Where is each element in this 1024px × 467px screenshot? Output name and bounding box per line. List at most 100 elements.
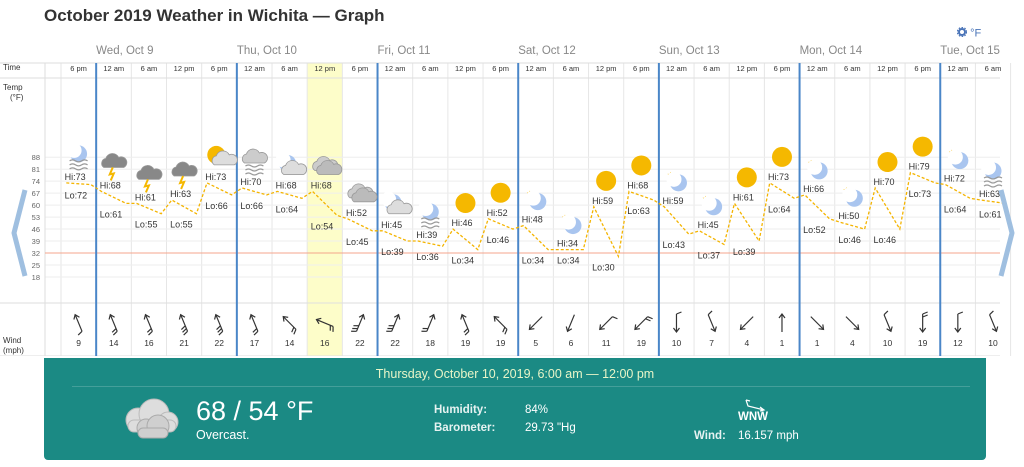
low-temp-label: Lo:34 <box>522 256 545 266</box>
low-temp-label: Lo:64 <box>944 204 967 214</box>
time-label: 6 pm <box>774 64 791 73</box>
lightning-shape <box>143 179 151 193</box>
time-label: 6 pm <box>914 64 931 73</box>
arrow-head <box>919 327 927 333</box>
time-label: 6 am <box>844 64 861 73</box>
arrow-head <box>739 324 746 331</box>
arrow-head <box>954 327 962 333</box>
arrow-barb <box>647 316 653 320</box>
low-temp-label: Lo:39 <box>381 247 404 257</box>
arrow-head <box>818 324 825 331</box>
arrow-head <box>710 326 717 333</box>
low-temp-label: Lo:55 <box>170 220 193 230</box>
arrow-head <box>493 315 500 322</box>
wind-arrow-icon <box>143 313 153 336</box>
wind-arrow-icon <box>282 315 297 335</box>
arrow-barb <box>464 330 470 336</box>
arrow-head <box>528 324 535 331</box>
wind-wave <box>245 172 264 176</box>
time-label: 6 pm <box>352 64 369 73</box>
moon-clear-icon <box>701 195 723 216</box>
day-label: Fri, Oct 11 <box>378 45 431 57</box>
moon-cutout <box>947 149 963 165</box>
wind-arrow-icon <box>883 310 893 333</box>
high-temp-label: Hi:73 <box>205 172 226 182</box>
arrow-head <box>108 313 115 320</box>
arrow-barb <box>421 330 427 332</box>
wind-speed-label: 9 <box>76 338 81 348</box>
wind-speed-label: 16 <box>144 338 154 348</box>
high-temp-label: Hi:59 <box>662 196 683 206</box>
arrow-barb <box>252 328 258 333</box>
cloud-shape <box>351 187 378 203</box>
wind-speed-label: 10 <box>988 338 998 348</box>
wind-speed-label: 18 <box>426 338 436 348</box>
cloud-shape <box>136 165 163 180</box>
wind-arrow-icon <box>634 316 653 331</box>
arrow-shaft <box>566 314 575 332</box>
gear-icon <box>956 26 970 40</box>
cloud-shape <box>281 160 308 175</box>
arrow-shaft <box>529 316 543 330</box>
arrow-shaft <box>883 314 892 332</box>
wind-wave <box>983 180 1003 184</box>
arrow-head <box>634 324 640 331</box>
arrow-barb <box>386 330 392 332</box>
arrow-head <box>393 313 401 320</box>
weather-graph-canvas: Wed, Oct 9 Thu, Oct 10 Fri, Oct 11 Sat, Oct… <box>0 45 1012 356</box>
high-temp-label: Hi:63 <box>170 189 191 199</box>
low-temp-label: Lo:61 <box>979 209 1002 219</box>
wind-direction: WNW <box>738 411 769 423</box>
cloud-wind-icon <box>241 148 268 176</box>
wind-speed-label: 22 <box>355 338 365 348</box>
arrow-barb <box>183 330 188 336</box>
wind-wave <box>69 167 88 171</box>
next-arrow-button[interactable] <box>998 188 1016 278</box>
time-label: 6 am <box>281 64 298 73</box>
arrow-barb <box>218 330 224 336</box>
wind-arrow-icon <box>315 317 334 332</box>
moon-clear-icon <box>842 187 863 207</box>
wind-speed-label: 19 <box>496 338 506 348</box>
wind-speed-label: 22 <box>215 338 225 348</box>
time-label: 12 pm <box>736 64 757 73</box>
high-temp-label: Hi:68 <box>627 180 648 190</box>
sunny-icon <box>912 136 933 157</box>
moon-cutout <box>418 201 434 217</box>
wind-speed-label: 4 <box>850 338 855 348</box>
high-temp-label: Hi:45 <box>381 220 402 230</box>
wind-speed-label: 21 <box>179 338 189 348</box>
wind-arrow-icon <box>919 311 928 333</box>
moon-cutout <box>842 187 858 203</box>
arrow-head <box>249 313 256 320</box>
cloud-shape <box>211 150 238 166</box>
wind-wave <box>69 159 88 163</box>
arrow-head <box>991 326 999 333</box>
high-temp-label: Hi:73 <box>65 172 86 182</box>
wind-arrow-icon <box>739 316 754 331</box>
high-temp-label: Hi:70 <box>240 177 261 187</box>
wind-direction-icon <box>744 398 766 412</box>
sun-shape <box>455 193 476 214</box>
previous-arrow-button[interactable] <box>10 188 28 278</box>
arrow-barb <box>957 311 964 315</box>
moon-cloud-icon <box>275 152 308 175</box>
high-temp-label: Hi:79 <box>909 162 930 172</box>
arrow-barb <box>180 325 186 330</box>
arrow-shaft <box>845 316 860 330</box>
arrow-barb <box>612 316 618 320</box>
high-temp-label: Hi:72 <box>944 174 965 184</box>
unit-toggle[interactable]: °F <box>956 26 981 40</box>
time-label: 12 am <box>103 64 124 73</box>
temp-tick-label: 18 <box>32 273 40 282</box>
arrow-barb <box>504 329 508 335</box>
wind-arrow-icon <box>778 313 786 332</box>
wind-speed-label: 12 <box>953 338 963 348</box>
thunderstorm-icon <box>101 153 128 181</box>
arrow-head <box>886 326 893 333</box>
low-temp-label: Lo:55 <box>135 220 158 230</box>
time-label: 6 am <box>985 64 1002 73</box>
wind-arrow-icon <box>845 316 860 331</box>
wind-arrow-icon <box>954 311 964 333</box>
low-temp-label: Lo:66 <box>205 201 228 211</box>
